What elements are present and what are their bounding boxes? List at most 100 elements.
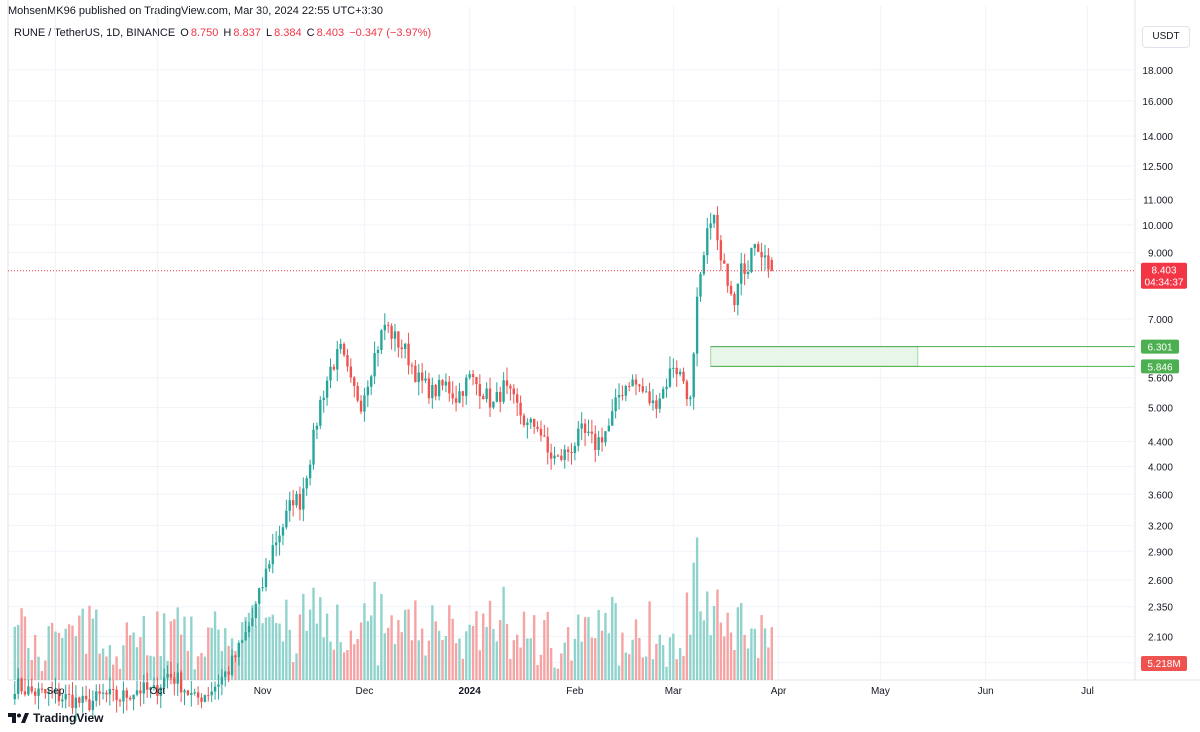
bar-countdown: 04:34:37: [1145, 278, 1184, 289]
candle-body: [556, 455, 560, 457]
candle-body: [230, 655, 234, 675]
volume-bar: [420, 628, 424, 680]
candle-body: [23, 691, 27, 695]
candle-body: [451, 393, 454, 399]
candle-body: [196, 692, 200, 698]
volume-bar: [342, 652, 346, 680]
currency-button[interactable]: USDT: [1142, 26, 1190, 48]
volume-bar: [634, 619, 638, 680]
candle-body: [57, 690, 61, 702]
time-tick-label: Jun: [978, 686, 994, 697]
volume-bar: [641, 657, 644, 680]
volume-bar: [743, 634, 746, 680]
candle-body: [312, 429, 315, 465]
legend-open-value: 8.750: [190, 27, 219, 39]
price-tick-label: 2.600: [1148, 576, 1173, 587]
volume-bar: [30, 660, 33, 680]
volume-bar: [315, 623, 319, 680]
candle-body: [203, 695, 207, 702]
candle-body: [156, 685, 159, 696]
volume-bar: [179, 634, 183, 680]
price-tick-label: 10.000: [1142, 221, 1173, 232]
candle-body: [665, 386, 668, 390]
volume-bar: [305, 630, 308, 680]
volume-bar: [373, 581, 376, 680]
candle-body: [64, 693, 67, 700]
demand-zone: [710, 346, 919, 367]
volume-bar: [638, 638, 641, 680]
volume-bar: [23, 616, 27, 680]
candle-body: [488, 388, 492, 408]
volume-bars: [13, 537, 773, 680]
last-price-value: 8.403: [1151, 266, 1176, 277]
volume-bar: [672, 633, 675, 680]
volume-bar: [644, 656, 648, 680]
price-axis[interactable]: 18.000 16.000 14.000 12.500 11.000 10.000 9.00…: [1141, 66, 1187, 671]
volume-bar: [566, 627, 570, 680]
candle-body: [400, 347, 403, 350]
last-price-box: [1141, 262, 1187, 289]
candle-body: [268, 564, 271, 569]
candle-body: [308, 464, 312, 479]
volume-bar: [274, 623, 278, 680]
volume-bar: [604, 612, 607, 680]
candle-body: [733, 293, 736, 306]
volume-bar: [71, 625, 74, 680]
time-tick-label: Feb: [566, 686, 584, 697]
candle-body: [549, 452, 553, 459]
candle-body: [767, 255, 770, 270]
volume-bar: [590, 637, 594, 680]
candle-body: [234, 655, 237, 658]
volume-bar: [44, 660, 47, 680]
candle-body: [67, 693, 71, 695]
volume-bar: [302, 593, 305, 680]
time-axis[interactable]: Sep Oct Nov Dec 2024 Feb Mar Apr May Jun Jul: [47, 686, 1094, 697]
candle-body: [478, 384, 482, 397]
volume-bar: [515, 634, 519, 680]
candle-body: [346, 355, 349, 367]
volume-bar: [142, 616, 145, 680]
candle-body: [298, 493, 302, 510]
volume-bar: [363, 603, 366, 680]
volume-bar: [346, 650, 349, 680]
time-tick-label: May: [871, 686, 890, 697]
candle-body: [166, 673, 169, 678]
price-tick-label: 3.600: [1148, 490, 1173, 501]
candle-body: [536, 426, 539, 429]
volume-bar: [132, 632, 135, 680]
candle-body: [702, 255, 706, 274]
volume-bar: [281, 641, 285, 680]
legend-high-label: H: [223, 27, 232, 39]
candle-body: [108, 689, 112, 695]
volume-bar: [699, 611, 702, 680]
volume-bar: [689, 634, 692, 680]
volume-bar: [594, 638, 597, 680]
volume-bar: [33, 634, 37, 680]
candle-body: [322, 397, 325, 400]
candle-body: [183, 690, 186, 693]
candle-body: [78, 697, 81, 703]
grid-lines: [7, 0, 1200, 681]
volume-bar: [244, 617, 247, 680]
candle-body: [61, 699, 64, 702]
volume-bar: [397, 620, 400, 680]
candle-body: [461, 391, 465, 396]
candle-body: [353, 377, 356, 386]
candle-body: [13, 693, 16, 700]
volume-bar: [207, 627, 210, 680]
volume-bar: [271, 614, 274, 680]
candle-body: [539, 428, 543, 436]
volume-bar: [169, 621, 173, 680]
price-tick-label: 5.000: [1148, 404, 1173, 415]
candle-body: [444, 381, 448, 386]
volume-bar: [54, 631, 57, 680]
candle-body: [261, 587, 264, 589]
zone-bottom-label: 5.846: [1147, 362, 1172, 373]
symbol-legend: RUNE / TetherUS, 1D, BINANCE O 8.750 H 8.8…: [14, 27, 433, 39]
volume-bar: [665, 666, 668, 680]
volume-bar: [264, 617, 268, 680]
candle-body: [621, 395, 624, 397]
candle-body: [515, 394, 519, 403]
candle-body: [220, 676, 224, 685]
